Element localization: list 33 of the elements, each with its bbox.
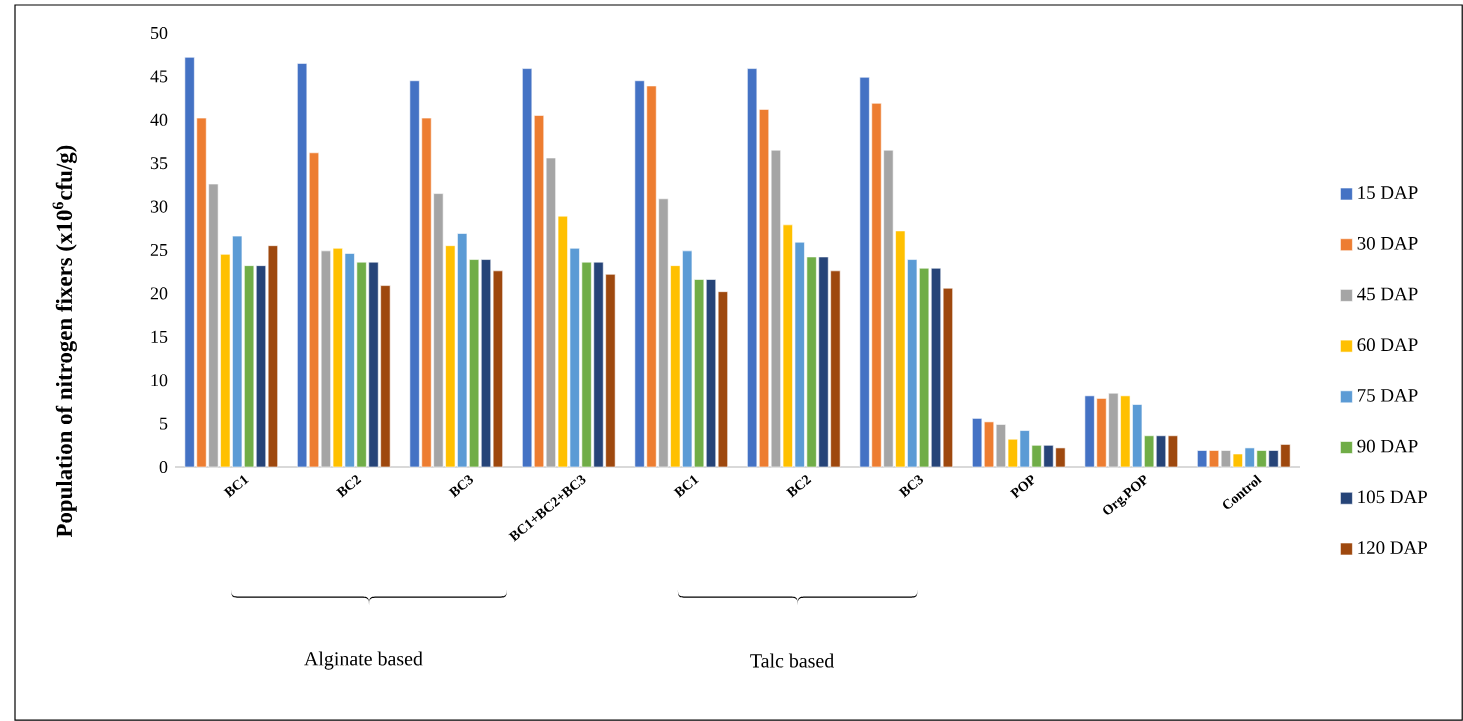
- bar: [1167, 435, 1178, 468]
- y-tick-label: 40: [150, 113, 168, 126]
- x-tick-label: BC3: [898, 475, 924, 498]
- legend-label: 105 DAP: [1358, 490, 1427, 504]
- x-tick-label: BC2: [785, 475, 812, 498]
- legend-label: 75 DAP: [1357, 389, 1418, 402]
- y-tick-label: 15: [151, 330, 168, 343]
- y-tick-label: 0: [159, 460, 168, 474]
- legend-label: 90 DAP: [1357, 439, 1418, 453]
- x-tick-label: BC2: [335, 475, 362, 498]
- x-tick-label: BC1: [673, 475, 699, 498]
- text: Alginate based: [304, 651, 423, 670]
- y-tick-label: 5: [160, 417, 168, 430]
- y-tick-label: 35: [150, 157, 168, 170]
- legend-label: 120 DAP: [1358, 541, 1427, 554]
- legend-label: 15 DAP: [1358, 186, 1418, 199]
- y-tick-label: 25: [150, 243, 168, 257]
- text: Talc based: [750, 653, 835, 668]
- bar: [267, 245, 278, 468]
- legend-label: 30 DAP: [1357, 236, 1418, 250]
- x-tick-label: BC1: [223, 475, 249, 498]
- bar: [717, 291, 728, 468]
- bar: [942, 287, 953, 468]
- x-tick-label: BC3: [448, 475, 474, 498]
- legend-label: 45 DAP: [1357, 287, 1418, 301]
- y-axis-title: Population of nitrogen fixers (x10$^{6}$cfu/g): [52, 145, 77, 538]
- y-tick-label: 10: [151, 374, 168, 387]
- y-tick-label: 30: [150, 200, 168, 213]
- bar: [492, 270, 503, 468]
- legend-label: 60 DAP: [1357, 338, 1418, 352]
- y-tick-label: 50: [151, 26, 168, 40]
- y-tick-label: 20: [150, 287, 168, 300]
- y-tick-label: 45: [150, 70, 168, 83]
